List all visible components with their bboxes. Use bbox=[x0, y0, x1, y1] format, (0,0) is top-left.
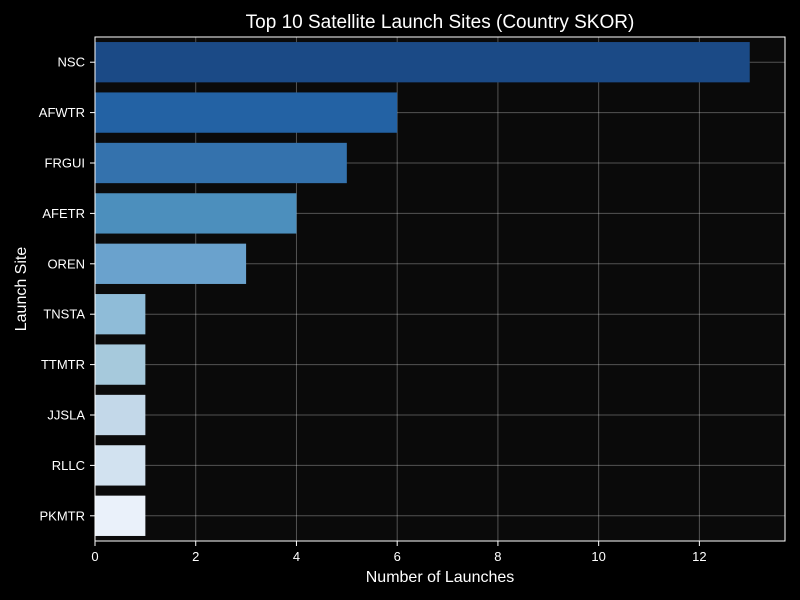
y-tick-label: NSC bbox=[58, 55, 85, 70]
y-tick-label: TNSTA bbox=[43, 307, 85, 322]
y-tick-label: FRGUI bbox=[45, 156, 85, 171]
y-tick-label: PKMTR bbox=[40, 508, 86, 523]
y-tick-label: TTMTR bbox=[41, 357, 85, 372]
bar-ttmtr bbox=[95, 344, 146, 385]
bar-afwtr bbox=[95, 92, 398, 133]
chart-title: Top 10 Satellite Launch Sites (Country S… bbox=[246, 12, 635, 33]
x-tick-label: 8 bbox=[494, 549, 501, 564]
y-tick-label: AFWTR bbox=[39, 105, 85, 120]
bars bbox=[95, 42, 750, 536]
bar-nsc bbox=[95, 42, 750, 83]
bar-oren bbox=[95, 243, 247, 284]
bar-jjsla bbox=[95, 394, 146, 436]
bar-rllc bbox=[95, 445, 146, 486]
x-tick-label: 12 bbox=[692, 549, 706, 564]
bar-pkmtr bbox=[95, 495, 146, 536]
bar-tnsta bbox=[95, 294, 146, 335]
y-tick-label: OREN bbox=[47, 256, 85, 271]
y-tick-label: JJSLA bbox=[47, 408, 85, 423]
x-tick-label: 6 bbox=[394, 549, 401, 564]
x-axis-title: Number of Launches bbox=[366, 569, 515, 586]
y-tick-label: RLLC bbox=[52, 458, 85, 473]
x-tick-labels: 0 2 4 6 8 10 12 bbox=[91, 541, 707, 564]
x-tick-label: 10 bbox=[591, 549, 605, 564]
y-tick-labels: NSC AFWTR FRGUI AFETR OREN TNSTA TTMTR JJSLA RLL… bbox=[39, 55, 95, 523]
bar-frgui bbox=[95, 142, 347, 184]
x-tick-label: 4 bbox=[293, 549, 300, 564]
y-axis-title: Launch Site bbox=[13, 247, 30, 332]
y-tick-label: AFETR bbox=[42, 206, 85, 221]
bar-afetr bbox=[95, 193, 297, 234]
plot-border bbox=[94, 36, 786, 542]
x-tick-label: 0 bbox=[91, 549, 98, 564]
x-tick-label: 2 bbox=[192, 549, 199, 564]
